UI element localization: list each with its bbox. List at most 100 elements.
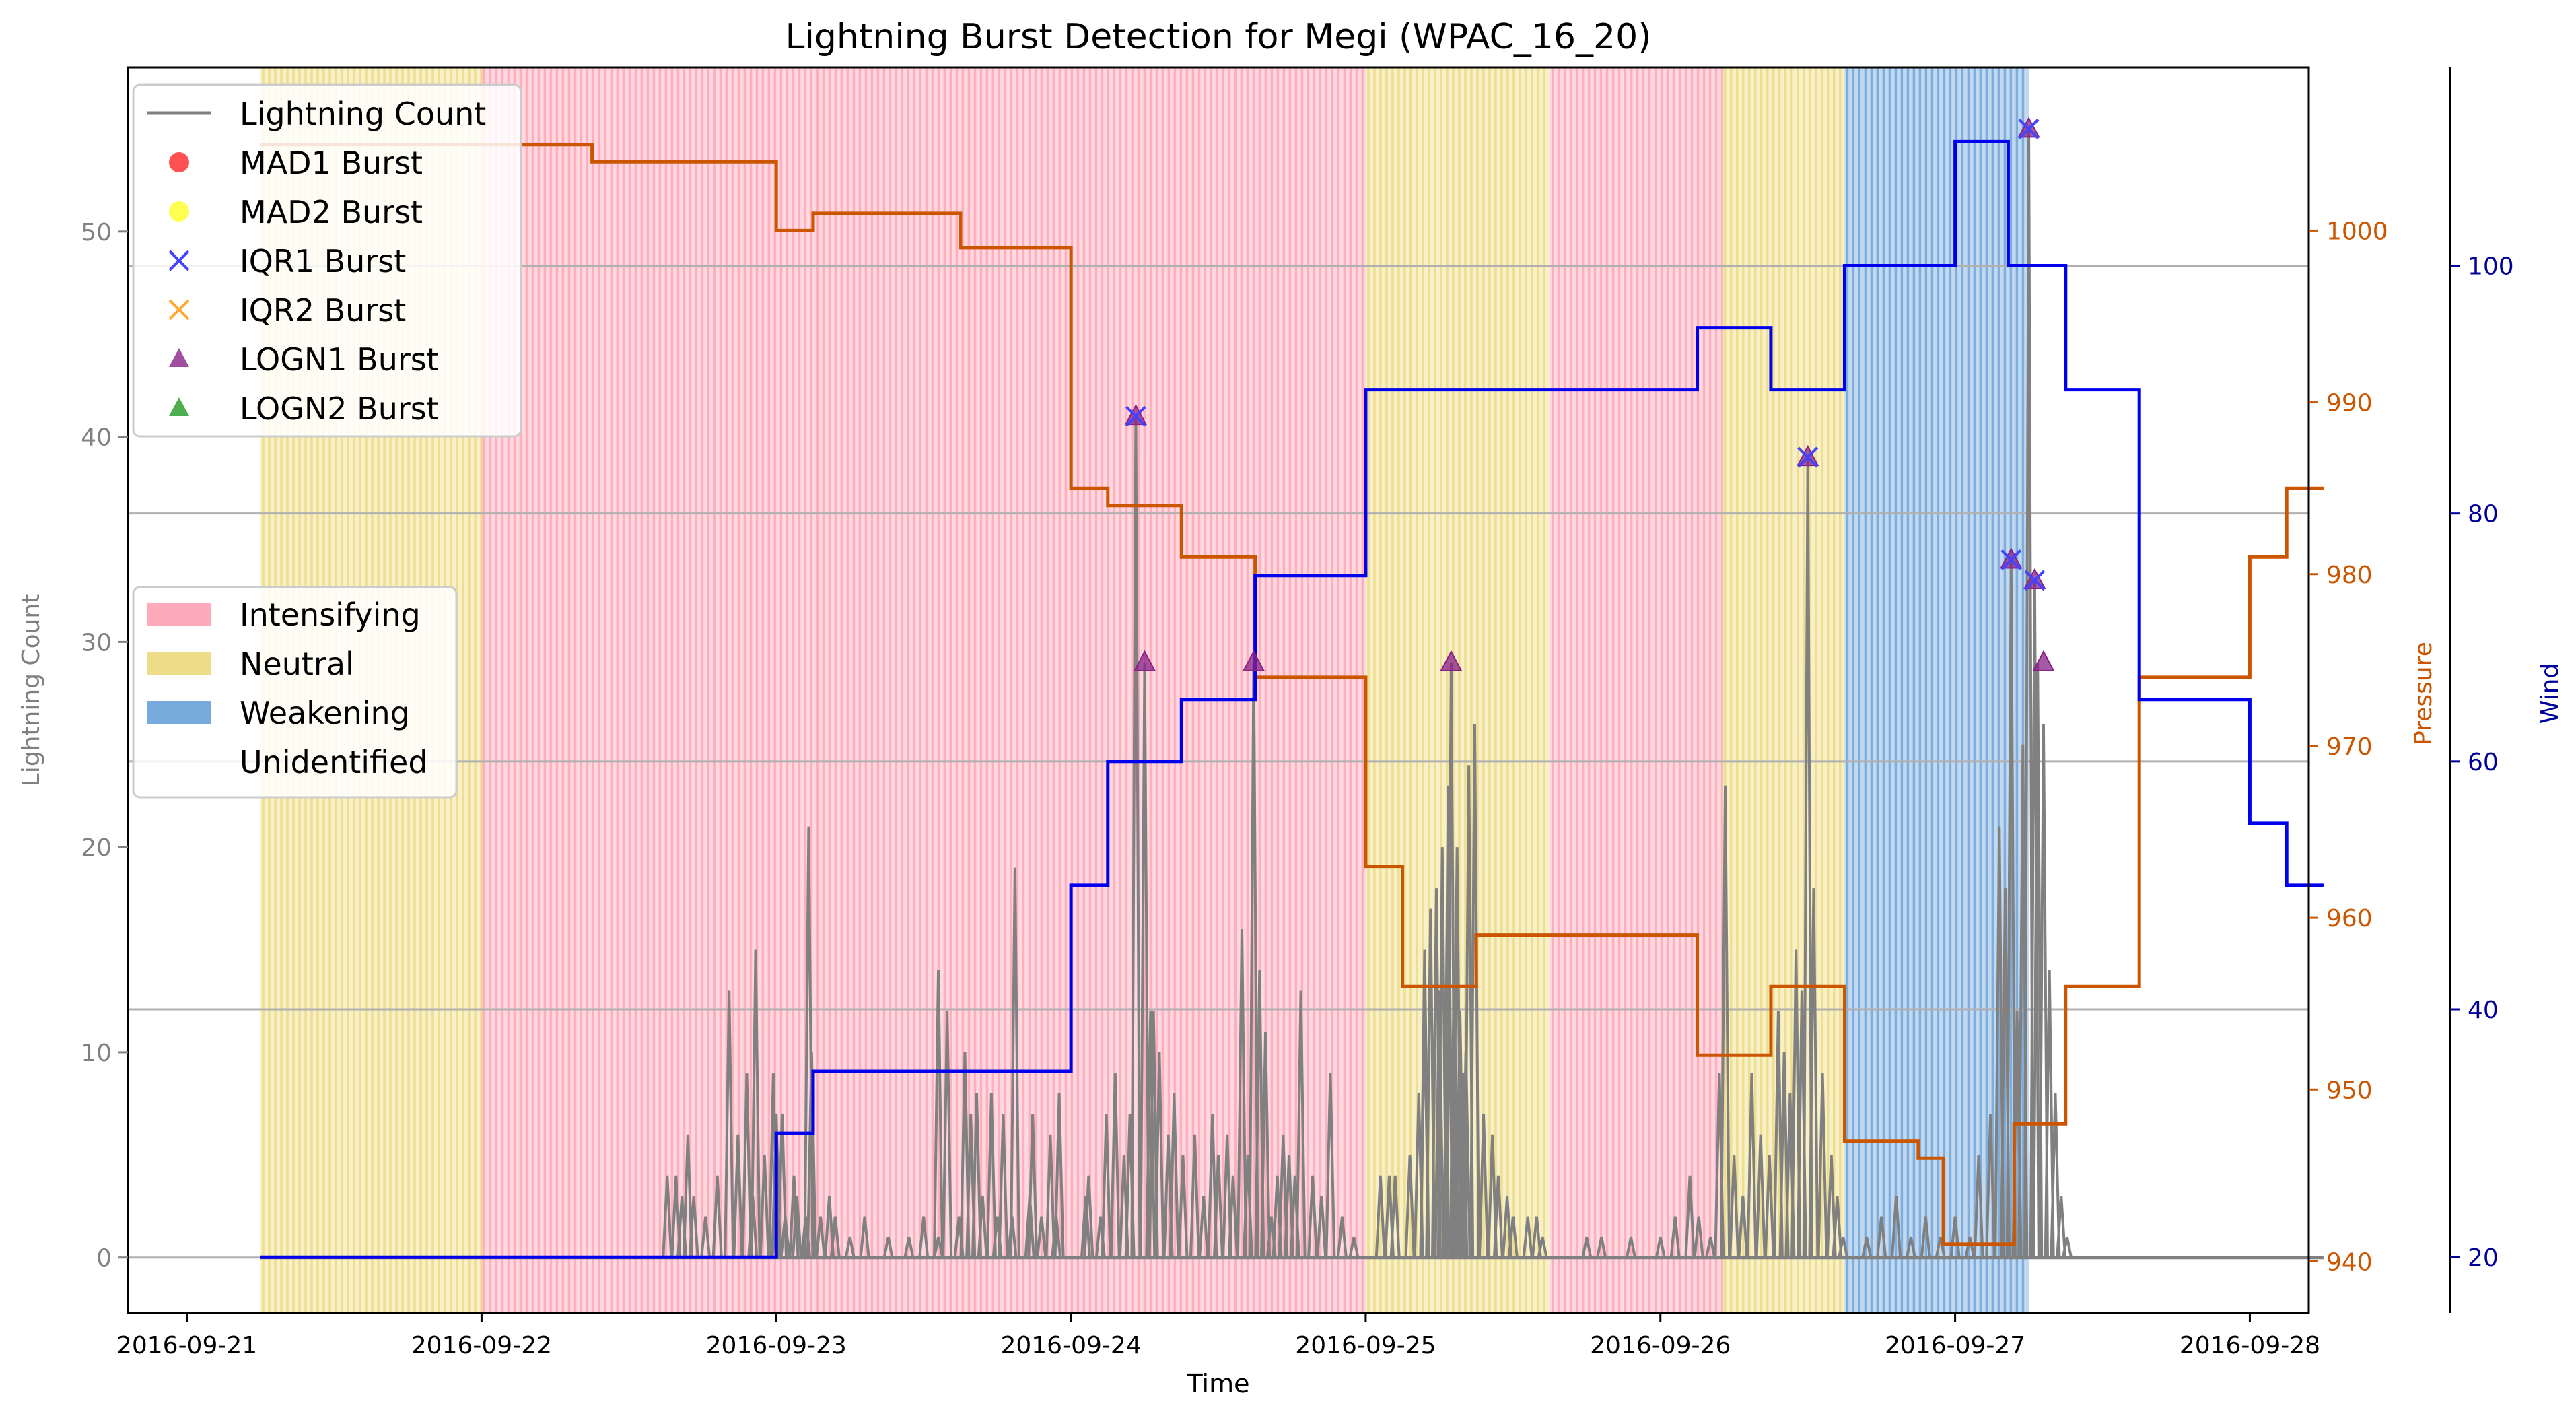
legend-phases-box <box>132 586 458 799</box>
lightning-spike <box>1876 1216 1887 1258</box>
lightning-spike <box>1289 1175 1300 1258</box>
y-left-tick-label: 50 <box>81 219 112 246</box>
legend-circle-swatch <box>169 152 189 172</box>
lightning-spike <box>1905 1236 1916 1258</box>
lightning-spike <box>2050 1093 2061 1258</box>
legend-markers-box <box>132 83 522 438</box>
legend-marker-label: Lightning Count <box>240 96 486 132</box>
pressure-line <box>260 143 2324 1246</box>
lightning-spike <box>1832 1196 1843 1258</box>
iqr1-stroke <box>2000 549 2022 570</box>
lightning-spike <box>1101 1114 1112 1258</box>
lightning-spike <box>1469 724 1480 1258</box>
lightning-spike <box>1278 1134 1289 1258</box>
wind-line <box>260 139 2324 1259</box>
lightning-spike <box>1581 1236 1593 1258</box>
x-tick-label: 2016-09-23 <box>706 1332 847 1359</box>
lightning-spike <box>1222 1134 1233 1258</box>
lightning-spike <box>1838 1236 1849 1258</box>
lightning-spike <box>1045 1134 1056 1258</box>
wind-tick-label: 80 <box>2468 501 2499 529</box>
x-tick-label: 2016-09-21 <box>116 1332 257 1359</box>
lightning-spike <box>741 1073 753 1258</box>
lightning-spike <box>1964 1236 1976 1258</box>
lightning-spike <box>777 1114 788 1258</box>
legend-triangle-swatch <box>169 397 189 416</box>
lightning-spike <box>1655 1236 1666 1258</box>
lightning-spike <box>1669 1216 1681 1258</box>
lightning-spike <box>1189 1134 1200 1258</box>
logn1-burst-marker <box>2032 650 2055 671</box>
iqr1-burst-marker <box>1125 405 1146 427</box>
lightning-spike <box>1693 1216 1704 1258</box>
lightning-spike <box>682 1134 693 1258</box>
lightning-spike <box>942 1011 953 1258</box>
pressure-tick-label: 960 <box>2326 905 2373 933</box>
y-axis-label-wind: Wind <box>2536 663 2564 724</box>
lightning-spike <box>1083 1175 1094 1258</box>
lightning-spike <box>1307 1175 1319 1258</box>
y-axis-label-lightning: Lightning Count <box>18 594 45 787</box>
lightning-spike <box>1053 1093 1065 1258</box>
lightning-spike <box>1145 1011 1156 1258</box>
lightning-spike <box>1242 1155 1253 1258</box>
pressure-tick-label: 970 <box>2326 733 2373 761</box>
pressure-tick-label: 990 <box>2326 390 2373 417</box>
x-tick-label: 2016-09-25 <box>1295 1332 1436 1359</box>
logn1-burst-marker <box>1440 650 1463 671</box>
lightning-spike <box>750 949 761 1258</box>
x-tick-label: 2016-09-27 <box>1885 1332 2025 1359</box>
phase-hatch-3 <box>1551 67 1724 1313</box>
legend-phase-label: Neutral <box>240 646 354 682</box>
lightning-spike <box>859 1216 870 1258</box>
lightning-spike <box>662 1175 673 1258</box>
lightning-spike <box>1729 1155 1740 1258</box>
legend-phase-label: Unidentified <box>240 744 428 780</box>
iqr1-burst-marker <box>2018 119 2040 139</box>
lightning-spike <box>1507 1216 1519 1258</box>
lightning-spike <box>1451 847 1463 1258</box>
lightning-spike <box>1457 1073 1469 1258</box>
wind-tick-label: 100 <box>2468 253 2514 281</box>
lightning-spike <box>1177 1155 1189 1258</box>
lightning-spike <box>788 1175 800 1258</box>
lightning-spike <box>903 1236 915 1258</box>
lightning-spike <box>1295 990 1307 1258</box>
lightning-spike <box>1325 1073 1336 1258</box>
x-tick-label: 2016-09-26 <box>1590 1332 1731 1359</box>
lightning-spike <box>2044 970 2055 1258</box>
lightning-spike <box>1434 990 1445 1258</box>
lightning-spike <box>971 1093 982 1258</box>
y-left-tick-label: 30 <box>81 629 112 656</box>
lightning-spike <box>1531 1216 1542 1258</box>
lightning-spike <box>1237 929 1248 1258</box>
lightning-spike <box>1737 1196 1749 1258</box>
lightning-spike <box>1720 785 1731 1258</box>
lightning-spike <box>1009 867 1020 1258</box>
logn1-burst-marker <box>1133 650 1156 671</box>
y-left-tick-label: 0 <box>96 1245 112 1273</box>
legend-phase-label: Intensifying <box>240 597 421 633</box>
legend-marker-label: LOGN2 Burst <box>240 391 439 427</box>
wind-tick-label: 60 <box>2468 749 2499 776</box>
legend-marker-label: IQR2 Burst <box>240 292 406 329</box>
lightning-spike <box>1162 1134 1174 1258</box>
lightning-spike <box>1935 1236 1946 1258</box>
lightning-spike <box>1316 1196 1327 1258</box>
lightning-spike <box>1213 1155 1224 1258</box>
lightning-spike <box>732 1134 744 1258</box>
lightning-spike <box>1746 1073 1757 1258</box>
lightning-spike <box>803 826 814 1258</box>
legend-marker-label: LOGN1 Burst <box>240 341 439 378</box>
lightning-spike <box>844 1236 856 1258</box>
x-tick-label: 2016-09-28 <box>2180 1332 2320 1359</box>
lightning-spike <box>814 1216 826 1258</box>
lightning-spike <box>1109 1073 1121 1258</box>
lightning-spike <box>1973 1155 1984 1258</box>
lightning-spike <box>918 1216 930 1258</box>
iqr1-burst-marker <box>1797 446 1819 468</box>
wind-series <box>260 139 2324 1259</box>
lightning-spike <box>1684 1175 1696 1258</box>
legend-markers: Lightning Count MAD1 Burst MAD2 Burst IQR1 … <box>132 83 522 438</box>
